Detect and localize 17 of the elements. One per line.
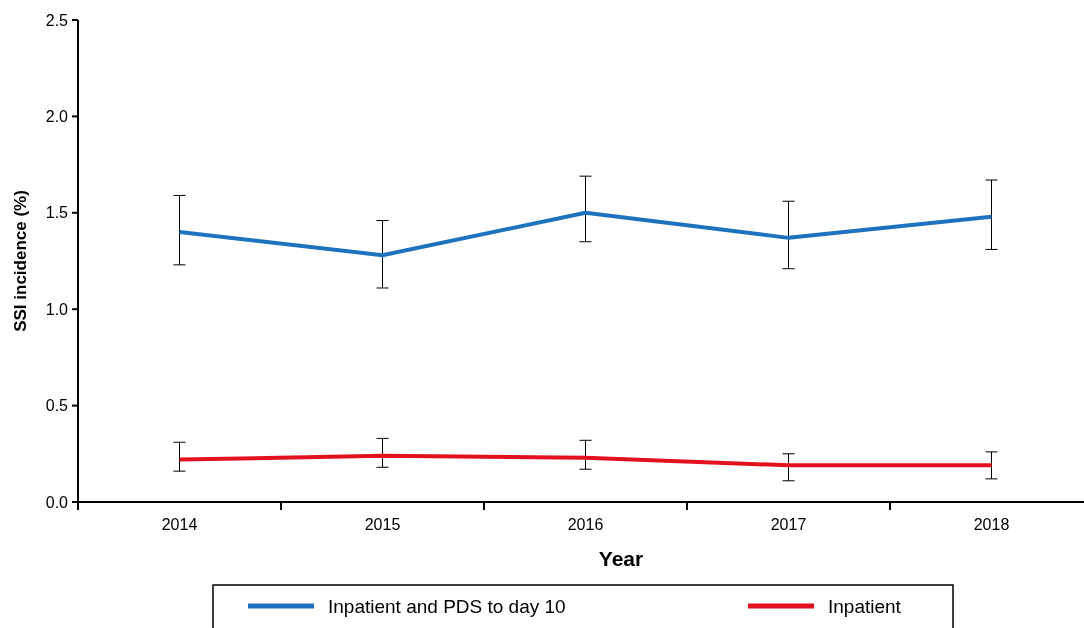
- x-tick-label: 2015: [364, 516, 401, 533]
- line-series: [177, 453, 994, 468]
- line-series: [177, 210, 994, 258]
- legend-label: Inpatient and PDS to day 10: [328, 595, 566, 617]
- x-axis-title: Year: [598, 547, 644, 570]
- y-tick-label: 0.5: [45, 397, 69, 415]
- x-tick-label: 2017: [770, 516, 807, 533]
- x-tick-label: 2018: [973, 516, 1010, 533]
- x-tick-label: 2014: [161, 516, 198, 533]
- y-tick-label: 2.5: [45, 11, 69, 29]
- legend-label: Inpatient: [828, 595, 902, 617]
- x-tick-label: 2016: [567, 516, 604, 533]
- y-axis-title: SSI incidence (%): [11, 190, 30, 332]
- y-tick-label: 1.0: [45, 300, 69, 318]
- y-tick-label: 2.0: [45, 108, 69, 125]
- y-tick-label: 1.5: [45, 204, 69, 222]
- y-tick-label: 0.0: [45, 493, 69, 511]
